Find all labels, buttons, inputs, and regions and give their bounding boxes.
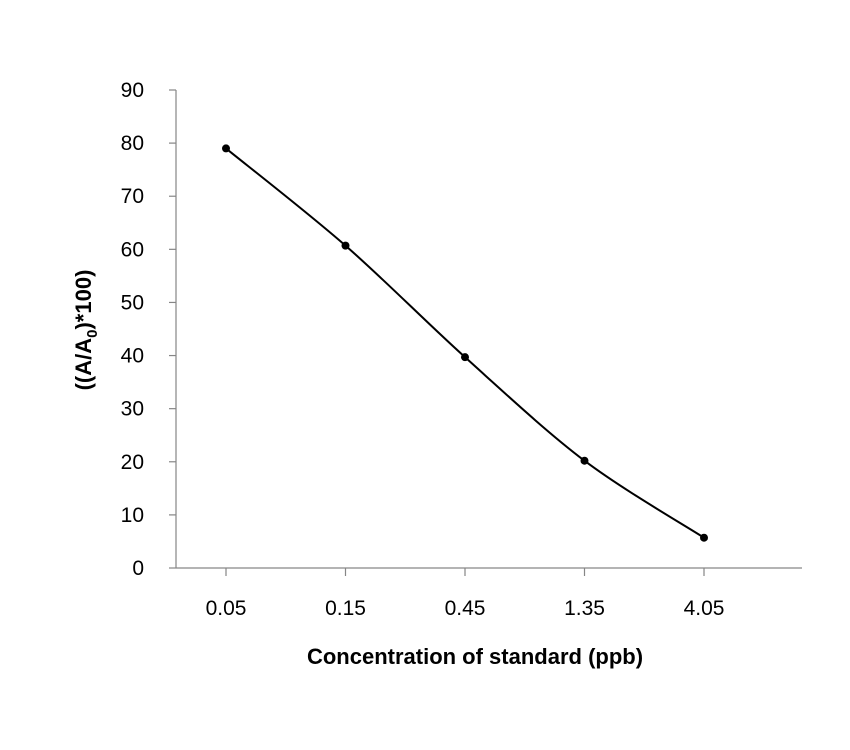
y-tick-label: 30: [121, 398, 144, 421]
y-tick-label: 60: [121, 238, 144, 261]
y-tick-label: 40: [121, 345, 144, 368]
y-axis-title-subscript: 0: [84, 330, 101, 338]
data-point: [461, 353, 469, 362]
y-axis-ticks: 0 10 20 30 40 50 60 70 80 90: [121, 79, 176, 580]
y-axis-title: ((A/A0)*100): [71, 270, 101, 391]
series-group: [222, 144, 708, 542]
data-point: [700, 533, 708, 542]
y-tick-label: 80: [121, 132, 144, 155]
x-tick-label: 0.15: [325, 597, 366, 620]
series-line: [225, 147, 705, 539]
x-tick-label: 4.05: [684, 597, 725, 620]
x-tick-label: 1.35: [564, 597, 605, 620]
x-axis-ticks: 0.05 0.15 0.45 1.35 4.05: [206, 568, 725, 620]
data-point: [341, 241, 350, 250]
y-tick-label: 0: [132, 557, 144, 580]
x-tick-label: 0.45: [445, 597, 486, 620]
y-axis-title-suffix: )*100): [71, 270, 96, 330]
x-tick-label: 0.05: [206, 597, 247, 620]
y-axis-title-prefix: ((A/A: [71, 338, 96, 391]
axes: [175, 90, 802, 569]
y-tick-label: 90: [121, 79, 144, 102]
y-tick-label: 10: [121, 504, 144, 527]
y-tick-label: 70: [121, 185, 144, 208]
y-tick-label: 20: [121, 451, 144, 474]
x-axis-title: Concentration of standard (ppb): [307, 644, 643, 669]
y-tick-label: 50: [121, 291, 144, 314]
data-point: [580, 456, 589, 465]
data-point: [222, 144, 230, 153]
